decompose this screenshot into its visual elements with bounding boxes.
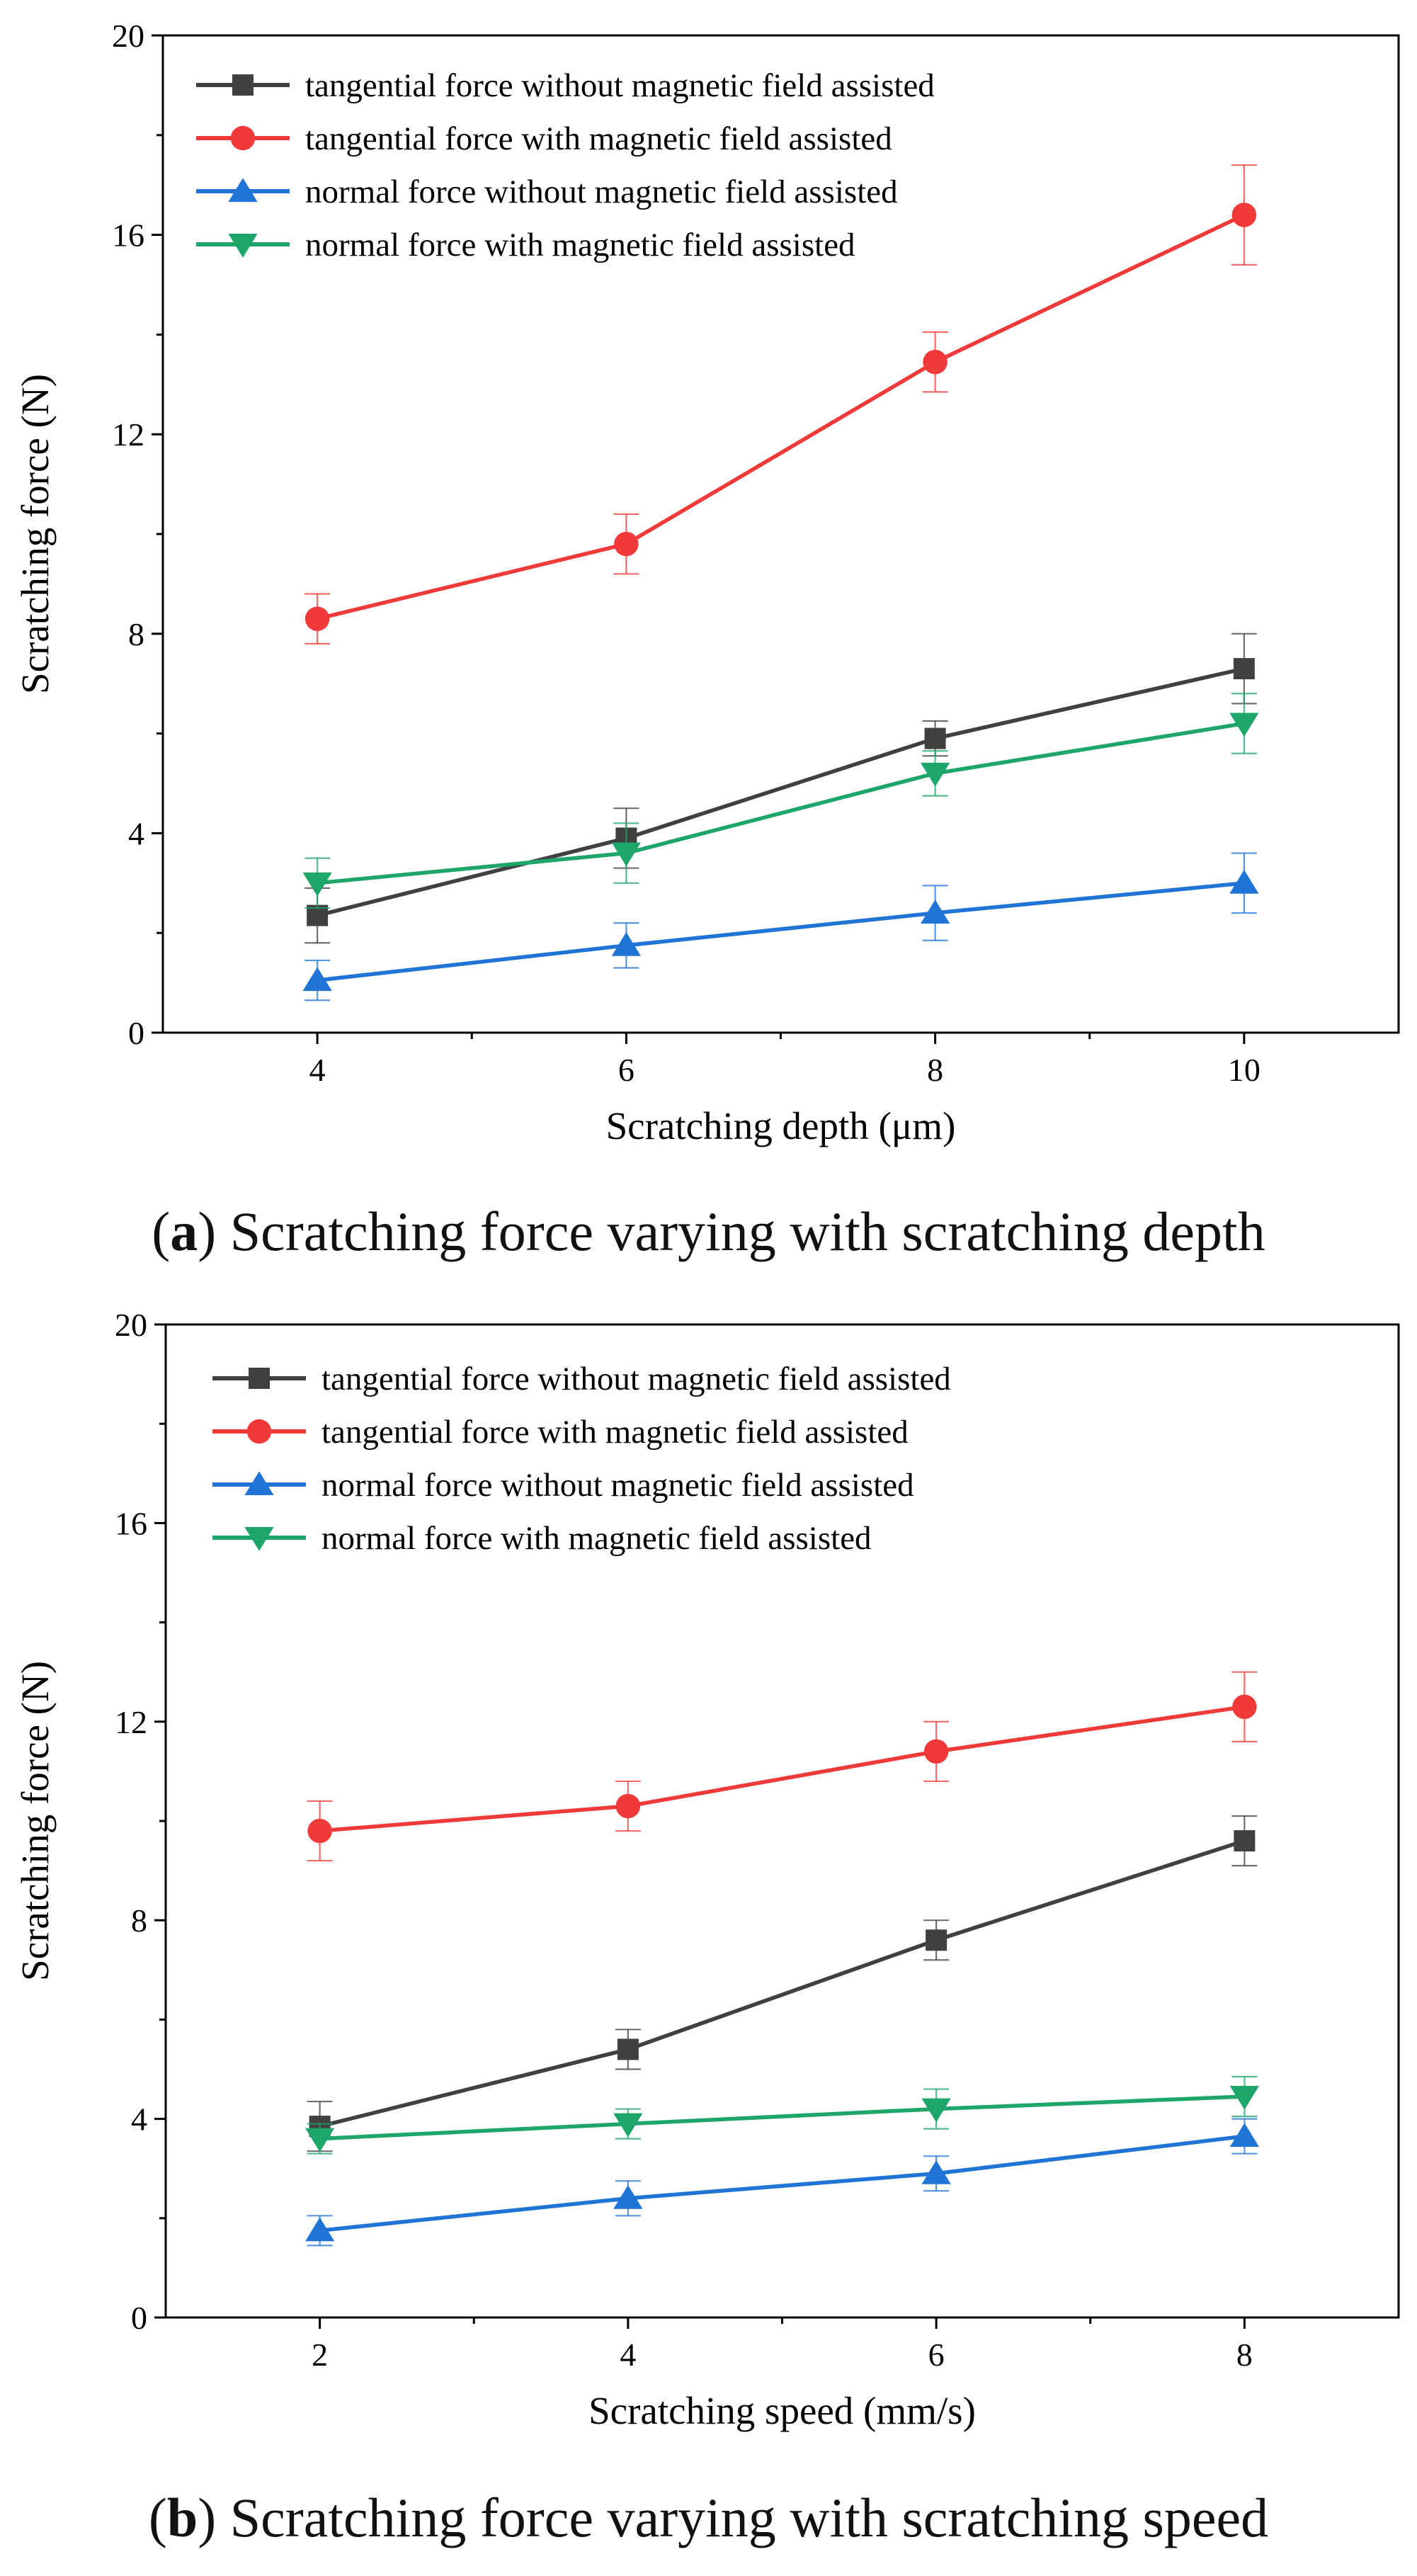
data-point — [613, 2185, 643, 2209]
x-tick-label: 10 — [1228, 1052, 1260, 1088]
legend-label: tangential force with magnetic field ass… — [305, 120, 892, 157]
data-point — [921, 2098, 951, 2123]
data-point — [611, 842, 641, 867]
legend-label: tangential force without magnetic field … — [321, 1361, 951, 1397]
series-a-3 — [302, 693, 1259, 909]
y-tick-label: 8 — [131, 1902, 147, 1939]
y-tick-label: 0 — [128, 1015, 144, 1051]
series-line — [317, 721, 1245, 885]
data-point — [921, 762, 950, 787]
data-point — [1232, 1694, 1257, 1720]
data-point — [615, 1793, 641, 1819]
series-line — [317, 881, 1245, 982]
y-tick-label: 20 — [112, 18, 144, 54]
data-point — [613, 2113, 643, 2138]
data-point — [923, 349, 947, 375]
x-axis-label: Scratching speed (mm/s) — [588, 2389, 976, 2432]
y-tick-label: 16 — [115, 1505, 147, 1541]
series-b-2 — [305, 2118, 1259, 2247]
caption-b-letter: b — [166, 2487, 198, 2548]
x-tick-label: 8 — [1236, 2337, 1253, 2373]
x-tick-label: 6 — [928, 2337, 945, 2373]
data-point — [302, 967, 332, 992]
x-axis-label: Scratching depth (μm) — [606, 1104, 956, 1147]
legend-swatch-marker — [244, 1471, 274, 1495]
data-point — [923, 1739, 949, 1764]
data-point — [1229, 2123, 1259, 2147]
series-line — [319, 1705, 1245, 1833]
data-point — [305, 606, 330, 631]
series-b-1 — [307, 1671, 1258, 1862]
legend-label: normal force with magnetic field assiste… — [305, 227, 855, 263]
caption-a-letter: a — [170, 1201, 198, 1262]
data-point — [302, 872, 332, 897]
data-point — [307, 1818, 332, 1844]
data-point — [1233, 658, 1255, 680]
x-tick-label: 2 — [312, 2337, 328, 2373]
legend-label: normal force with magnetic field assiste… — [321, 1520, 872, 1557]
data-point — [1229, 713, 1259, 737]
x-tick-label: 8 — [927, 1052, 943, 1088]
data-point — [1231, 203, 1257, 227]
series-b-0 — [307, 1815, 1258, 2152]
data-point — [924, 727, 946, 749]
legend-label: normal force without magnetic field assi… — [321, 1467, 914, 1504]
y-tick-label: 12 — [112, 416, 144, 453]
chart-panel-b: 0 4 8 12 16 20 2 4 6 8 Scratching speed (mm/s) Scra… — [0, 1288, 1417, 2576]
caption-b: (b) Scratching force varying with scratc… — [148, 2487, 1269, 2548]
y-axis-label: Scratching force (N) — [13, 1661, 57, 1981]
data-point — [926, 1929, 947, 1951]
y-tick-label: 12 — [115, 1704, 147, 1740]
series-line — [319, 2094, 1245, 2141]
series-line — [317, 212, 1246, 621]
chart-panel-a: 0 4 8 12 16 20 4 6 8 10 Scratching depth (μm) Scrat… — [13, 18, 1400, 1262]
y-tick-label: 20 — [115, 1307, 147, 1343]
y-tick-label: 8 — [128, 616, 144, 652]
legend-label: tangential force with magnetic field ass… — [321, 1414, 909, 1451]
legend-swatch-marker — [249, 1368, 270, 1389]
series-line — [317, 666, 1245, 918]
series-a-2 — [302, 852, 1259, 1002]
data-point — [1234, 1830, 1256, 1852]
caption-a: (a) Scratching force varying with scratc… — [152, 1201, 1265, 1262]
x-tick-label: 6 — [618, 1052, 634, 1088]
data-point — [921, 900, 950, 924]
legend-swatch-marker — [230, 125, 256, 151]
legend-swatch-marker — [232, 74, 254, 96]
y-tick-label: 4 — [131, 2101, 147, 2138]
x-tick-label: 4 — [620, 2337, 636, 2373]
data-point — [305, 2217, 335, 2242]
legend-swatch-marker — [244, 1527, 274, 1551]
legend-label: normal force without magnetic field assi… — [305, 174, 898, 210]
data-point — [1229, 870, 1259, 894]
data-point — [617, 2038, 639, 2060]
y-tick-label: 16 — [112, 217, 144, 254]
caption-a-text: Scratching force varying with scratching… — [229, 1201, 1265, 1262]
data-point — [305, 2128, 335, 2152]
caption-b-text: Scratching force varying with scratching… — [229, 2487, 1269, 2548]
series-line — [319, 2134, 1245, 2233]
data-point — [1229, 2086, 1259, 2110]
legend-a: tangential force without magnetic field … — [196, 67, 935, 263]
legend-swatch-marker — [228, 178, 258, 202]
chart-a-svg: 0 4 8 12 16 20 4 6 8 10 Scratching depth (μm) Scrat… — [13, 18, 1400, 1147]
series-line — [319, 1839, 1246, 2128]
series-a-1 — [305, 164, 1257, 645]
legend-swatch-marker — [246, 1419, 272, 1444]
legend-b: tangential force without magnetic field … — [212, 1361, 951, 1557]
series-a-0 — [305, 632, 1257, 944]
legend-swatch-marker — [228, 234, 258, 258]
legend-label: tangential force without magnetic field … — [305, 67, 935, 104]
series-b-3 — [305, 2075, 1259, 2155]
y-tick-label: 4 — [128, 815, 144, 851]
y-tick-label: 0 — [131, 2300, 147, 2336]
x-tick-label: 4 — [309, 1052, 326, 1088]
data-point — [611, 932, 641, 956]
y-axis-label: Scratching force (N) — [13, 374, 57, 694]
data-point — [614, 531, 639, 557]
data-point — [921, 2160, 951, 2184]
